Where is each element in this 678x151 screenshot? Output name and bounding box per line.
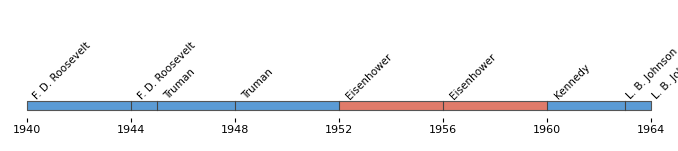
Text: Eisenhower: Eisenhower (448, 51, 498, 101)
FancyBboxPatch shape (625, 101, 652, 110)
Text: Truman: Truman (240, 67, 275, 101)
Text: Eisenhower: Eisenhower (344, 51, 394, 101)
FancyBboxPatch shape (235, 101, 339, 110)
FancyBboxPatch shape (157, 101, 235, 110)
Text: Kennedy: Kennedy (553, 62, 591, 101)
Text: L. B. Johnson: L. B. Johnson (652, 47, 678, 101)
FancyBboxPatch shape (443, 101, 547, 110)
FancyBboxPatch shape (26, 101, 131, 110)
Text: F. D. Roosevelt: F. D. Roosevelt (136, 40, 197, 101)
Text: L. B. Johnson: L. B. Johnson (625, 47, 678, 101)
FancyBboxPatch shape (547, 101, 625, 110)
FancyBboxPatch shape (131, 101, 157, 110)
Text: F. D. Roosevelt: F. D. Roosevelt (32, 40, 93, 101)
Text: Truman: Truman (162, 67, 197, 101)
FancyBboxPatch shape (339, 101, 443, 110)
